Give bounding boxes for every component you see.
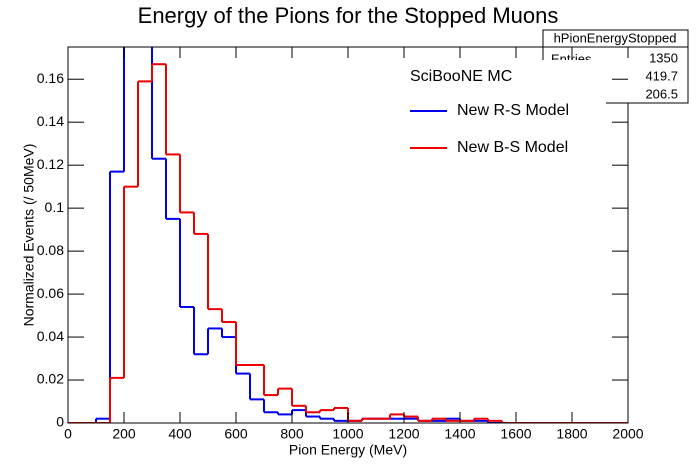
- plot-area: [68, 47, 628, 423]
- x-tick-label: 1600: [500, 426, 531, 442]
- stats-value: 419.7: [645, 68, 678, 83]
- stats-value: 206.5: [645, 86, 678, 101]
- x-tick-label: 800: [280, 426, 304, 442]
- y-tick-label: 0.06: [37, 285, 64, 301]
- y-tick-label: 0.02: [37, 371, 64, 387]
- legend: SciBooNE MC New R-S Model New B-S Model: [395, 60, 606, 168]
- legend-background: [395, 60, 606, 168]
- stats-title: hPionEnergyStopped: [554, 30, 677, 45]
- legend-label: New R-S Model: [457, 102, 569, 119]
- x-tick-label: 400: [168, 426, 192, 442]
- y-tick-label: 0.12: [37, 156, 64, 172]
- y-tick-label: 0.14: [37, 113, 64, 129]
- x-tick-label: 600: [224, 426, 248, 442]
- legend-header: SciBooNE MC: [410, 68, 512, 85]
- histograms: [68, 47, 628, 423]
- chart-title: Energy of the Pions for the Stopped Muon…: [138, 3, 559, 28]
- legend-label: New B-S Model: [457, 139, 568, 156]
- y-tick-label: 0.16: [37, 70, 64, 86]
- x-tick-label: 0: [64, 426, 72, 442]
- y-tick-label: 0.08: [37, 242, 64, 258]
- y-tick-label: 0.04: [37, 328, 64, 344]
- x-tick-label: 1000: [332, 426, 363, 442]
- x-axis-label: Pion Energy (MeV): [289, 442, 407, 458]
- y-axis-label: Normalized Events (/ 50MeV): [21, 144, 37, 327]
- x-tick-label: 1800: [556, 426, 587, 442]
- x-tick-label: 1200: [388, 426, 419, 442]
- x-tick-label: 1400: [444, 426, 475, 442]
- x-tick-label: 200: [112, 426, 136, 442]
- y-tick-label: 0.1: [45, 199, 65, 215]
- stats-value: 1350: [649, 50, 678, 65]
- x-tick-label: 2000: [612, 426, 643, 442]
- y-tick-label: 0: [56, 414, 64, 430]
